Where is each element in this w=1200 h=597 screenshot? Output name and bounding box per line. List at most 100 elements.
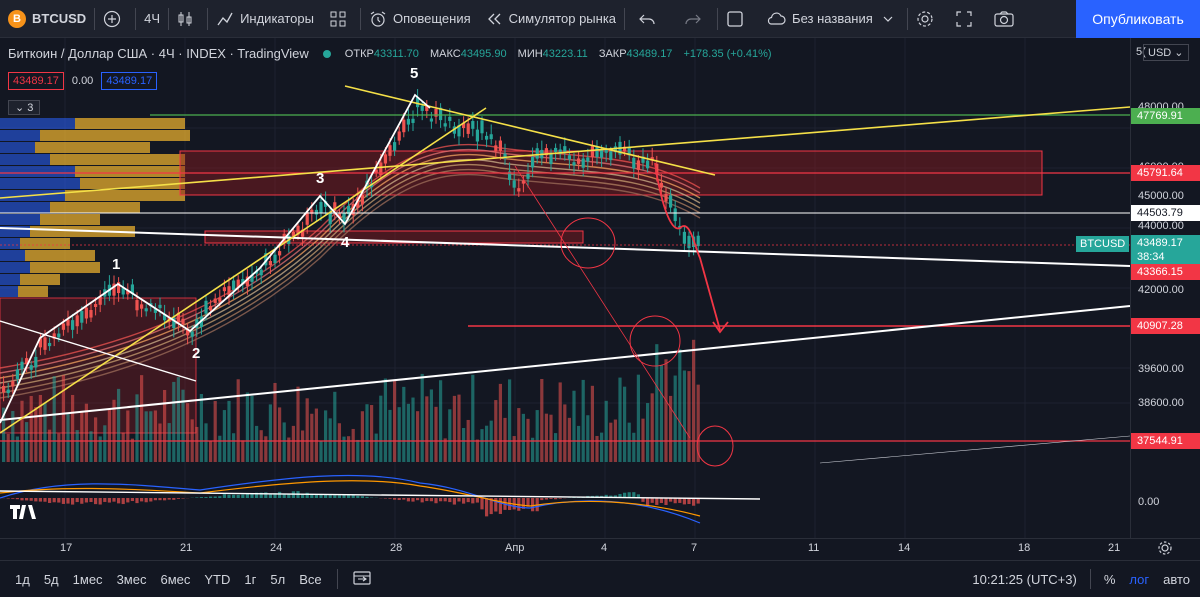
range-6m[interactable]: 6мес [160,571,191,587]
screenshot-button[interactable] [986,0,1028,38]
chart-pane[interactable] [0,38,1130,538]
macd-histogram-bar [540,498,544,501]
indicator-count: 3 [27,102,34,114]
range-3m[interactable]: 3мес [116,571,147,587]
macd-histogram-bar [360,496,364,498]
alerts-button[interactable]: Оповещения [361,0,479,38]
macd-histogram-bar [508,498,512,511]
candle-body [2,385,6,393]
macd-histogram-bar [485,498,489,517]
symbol-search[interactable]: B BTCUSD [0,0,94,38]
square-icon [726,10,744,28]
macd-histogram-bar [696,498,700,504]
chart-canvas [0,38,1130,538]
candle-body [489,134,493,140]
candle-body [397,131,401,141]
low-label: МИН [517,47,543,60]
candle-body [609,151,613,161]
macd-histogram-bar [682,498,686,505]
candle-body [126,290,130,295]
volume-bar [167,423,171,462]
volume-bar [406,403,410,462]
replay-button[interactable]: Симулятор рынка [479,0,624,38]
volume-bar [554,433,558,462]
time-axis[interactable]: 17 21 24 28 Апр 4 7 11 14 18 21 [0,538,1200,558]
price-tick: 38600.00 [1138,397,1184,409]
candle-body [466,123,470,134]
range-ytd[interactable]: YTD [204,571,231,587]
macd-histogram-bar [439,498,443,502]
volume-bar [646,403,650,462]
macd-histogram-bar [103,498,107,502]
open-label: ОТКР [344,47,374,60]
range-1y[interactable]: 1г [244,571,257,587]
compare-button[interactable] [95,0,135,38]
chart-type-button[interactable] [169,0,207,38]
volume-bar [176,377,180,462]
volume-profile-row [0,178,80,189]
volume-bar [89,431,93,462]
redo-button[interactable] [675,0,717,38]
wave-label-5[interactable]: 5 [410,65,419,82]
date-range-button[interactable] [346,570,378,589]
macd-histogram-bar [167,498,171,500]
bid-button[interactable]: 43489.17 [8,72,64,90]
percent-toggle[interactable]: % [1103,571,1116,587]
range-all[interactable]: Все [299,571,322,587]
volume-bar [278,407,282,462]
clock-time[interactable]: 10:21:25 (UTC+3) [972,571,1077,587]
divider [336,569,338,589]
indicators-button[interactable]: Индикаторы [208,0,322,38]
wave-label-2[interactable]: 2 [192,345,201,362]
candle-body [181,318,185,325]
macd-histogram-bar [627,492,631,498]
candle-body [34,356,38,368]
auto-toggle[interactable]: авто [1163,571,1190,587]
volume-bar [692,339,696,462]
candle-body [360,195,364,205]
layout-toggle[interactable] [718,0,758,38]
layout-name-button[interactable]: Без названия [758,0,907,38]
symbol-title[interactable]: Биткоин / Доллар США · 4Ч · INDEX · Trad… [8,46,309,61]
macd-histogram-bar [153,498,157,501]
range-1d[interactable]: 1д [15,571,30,587]
volume-bar [434,406,438,462]
volume-bar [425,396,429,462]
volume-profile-row [0,274,20,285]
indicators-collapse-button[interactable]: ⌄ 3 [8,100,41,115]
time-tick: 21 [1108,542,1121,554]
templates-button[interactable] [322,0,360,38]
volume-profile-row [50,154,185,165]
log-toggle[interactable]: лог [1129,571,1150,587]
volume-bar [255,425,259,462]
macd-histogram-bar [342,494,346,498]
currency-select[interactable]: USD ⌄ [1143,44,1189,61]
publish-button[interactable]: Опубликовать [1076,0,1200,38]
wave-label-4[interactable]: 4 [341,234,350,251]
macd-histogram-bar [443,498,447,502]
candle-body [650,157,654,161]
macd-histogram-bar [388,498,392,499]
volume-bar [402,386,406,462]
tradingview-logo[interactable] [10,505,36,523]
range-5d[interactable]: 5д [43,571,59,587]
wave-label-1[interactable]: 1 [112,256,121,273]
volume-bar [25,422,29,462]
wave-label-3[interactable]: 3 [316,170,325,187]
range-1m[interactable]: 1мес [72,571,103,587]
macd-histogram-bar [692,498,696,506]
top-toolbar: B BTCUSD 4Ч Индикаторы Оповещения [0,0,1200,38]
fullscreen-button[interactable] [948,0,986,38]
price-tick: 39600.00 [1138,363,1184,375]
indicators-label: Индикаторы [240,11,314,26]
axis-settings-icon[interactable] [1157,540,1173,559]
interval-button[interactable]: 4Ч [144,11,161,26]
ask-button[interactable]: 43489.17 [101,72,158,90]
settings-button[interactable] [908,0,948,38]
volume-profile-row [75,166,185,177]
volume-bar [213,400,217,462]
range-5y[interactable]: 5л [270,571,286,587]
undo-button[interactable] [625,0,675,38]
volume-bar [61,375,65,462]
candle-body [673,208,677,222]
